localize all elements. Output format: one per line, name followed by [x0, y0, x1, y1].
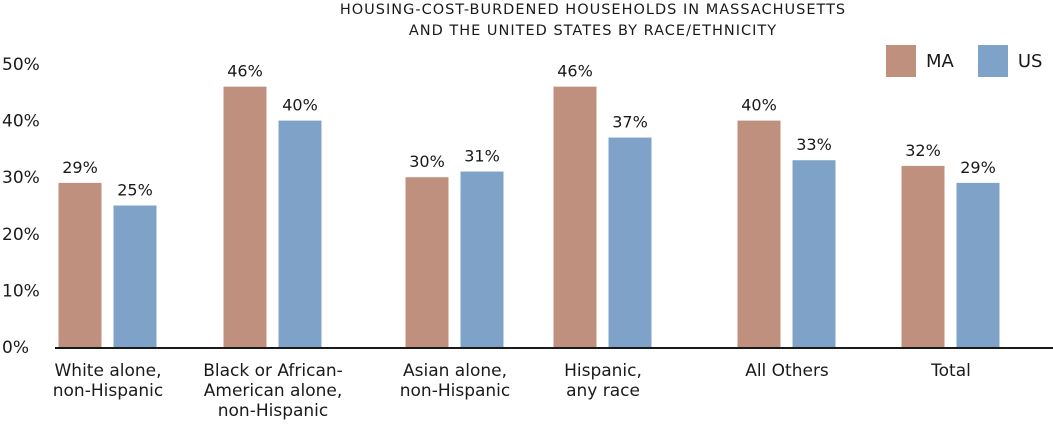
category-label-line: non-Hispanic: [400, 381, 511, 401]
chart-title-line-2: AND THE UNITED STATES BY RACE/ETHNICITY: [408, 23, 778, 39]
legend-item-us: US: [977, 45, 1043, 77]
data-label-us: 37%: [612, 113, 648, 132]
bar-ma: [223, 86, 267, 347]
data-label-ma: 40%: [741, 96, 777, 115]
y-tick-label: 30%: [2, 168, 40, 188]
category-label: Black or African-American alone, non-Hisp…: [203, 361, 343, 421]
legend-label-ma: MA: [926, 50, 954, 72]
data-label-ma: 30%: [409, 152, 445, 171]
data-label-ma: 32%: [905, 141, 941, 160]
legend-label-us: US: [1017, 50, 1043, 72]
category-label-line: All Others: [745, 361, 829, 381]
data-label-ma: 46%: [227, 62, 263, 81]
bar-us: [460, 171, 504, 347]
y-tick-label: 20%: [2, 225, 40, 245]
data-label-ma: 29%: [62, 158, 98, 177]
legend-swatch-us: [977, 45, 1008, 77]
legend-item-ma: MA: [886, 45, 954, 77]
category-label: Asian alone, non-Hispanic: [400, 361, 511, 401]
category-label-line: any race: [566, 381, 640, 401]
data-label-us: 25%: [117, 181, 153, 200]
y-tick-label: 50%: [2, 55, 40, 75]
data-label-ma: 46%: [557, 62, 593, 81]
bar-us: [792, 160, 836, 347]
category-label-line: White alone,: [54, 361, 161, 381]
category-label-line: American alone,: [204, 381, 342, 401]
bar-us: [113, 205, 157, 347]
data-label-us: 33%: [796, 135, 832, 154]
category-label: All Others: [745, 361, 829, 381]
data-label-us: 31%: [464, 147, 500, 166]
data-label-us: 40%: [282, 96, 318, 115]
category-label: Total: [930, 361, 971, 381]
data-label-us: 29%: [960, 158, 996, 177]
y-tick-label: 0%: [2, 338, 29, 358]
y-tick-label: 10%: [2, 281, 40, 301]
bar-us: [608, 137, 652, 347]
bar-ma: [553, 86, 597, 347]
category-label-line: Asian alone,: [403, 361, 507, 381]
category-label-line: Total: [930, 361, 971, 381]
bar-ma: [58, 182, 102, 347]
category-label-line: Hispanic,: [564, 361, 642, 381]
category-label-line: Black or African-: [203, 361, 343, 381]
category-label-line: non-Hispanic: [218, 401, 329, 421]
y-tick-label: 40%: [2, 112, 40, 132]
chart-title: HOUSING-COST-BURDENED HOUSEHOLDS IN MASS…: [0, 0, 1053, 42]
bar-us: [278, 120, 322, 347]
bar-us: [956, 182, 1000, 347]
category-label: Hispanic, any race: [564, 361, 642, 401]
bar-ma: [405, 177, 449, 347]
category-label-line: non-Hispanic: [53, 381, 164, 401]
chart-legend: MA US: [886, 45, 1053, 77]
bar-ma: [737, 120, 781, 347]
category-label: White alone, non-Hispanic: [53, 361, 164, 401]
legend-swatch-ma: [886, 45, 916, 77]
bar-ma: [901, 165, 945, 347]
chart-title-line-1: HOUSING-COST-BURDENED HOUSEHOLDS IN MASS…: [339, 2, 847, 18]
